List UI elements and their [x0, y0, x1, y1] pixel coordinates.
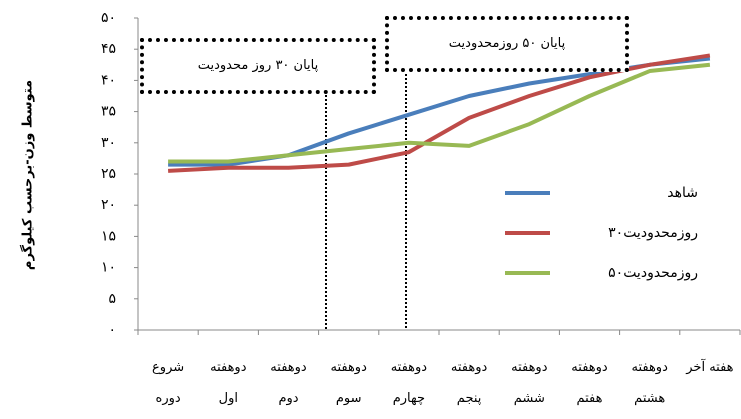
- y-tick-label: ۳۰: [101, 135, 116, 151]
- x-tick-label: دوهفته پنجم: [450, 360, 488, 406]
- legend-label: ۳۰روزمحدودیت: [608, 225, 698, 241]
- legend-label: شاهد: [667, 185, 698, 201]
- x-tick-label: دوهفته هشتم: [631, 360, 668, 406]
- annotation: پایان ۵۰ روزمحدودیت: [385, 16, 629, 72]
- y-tick-label: ۵: [108, 291, 116, 307]
- y-tick-label: ۴۰: [101, 72, 116, 88]
- y-tick-label: ۱۰: [101, 260, 116, 276]
- x-tick-label: دوهفته سوم: [330, 360, 367, 406]
- y-tick-label: ۲۰: [101, 197, 116, 213]
- y-tick-label: ۴۵: [101, 41, 116, 57]
- x-tick-label: دوهفته چهارم: [390, 360, 428, 406]
- x-tick-label: دوهفته اول: [210, 360, 247, 406]
- y-tick-label: ۱۵: [101, 228, 116, 244]
- y-tick-label: ۰: [108, 322, 116, 338]
- annotation: پایان ۳۰ روز محدودیت: [140, 38, 376, 94]
- x-tick-label: دوهفته هفتم: [571, 360, 608, 406]
- y-tick-label: ۵۰: [101, 10, 116, 26]
- x-tick-label: دوهفته ششم: [511, 360, 548, 406]
- x-tick-label: شروع دوره: [152, 360, 185, 406]
- series-line: [168, 62, 711, 164]
- y-tick-label: ۳۵: [101, 104, 116, 120]
- y-axis-title: متوسط وزن-برحسب کیلوگرم: [20, 80, 36, 270]
- x-tick-label: دوهفته دوم: [270, 360, 307, 406]
- y-tick-label: ۲۵: [101, 166, 116, 182]
- legend-label: ۵۰روزمحدودیت: [608, 265, 698, 281]
- x-tick-label: هفته آخر: [686, 360, 734, 375]
